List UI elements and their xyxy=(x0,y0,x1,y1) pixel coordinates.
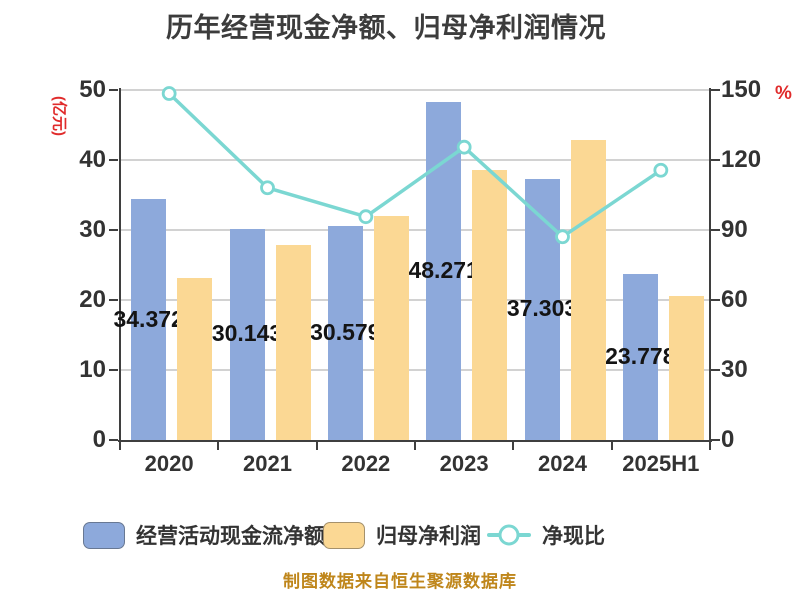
right-tick-mark xyxy=(711,299,720,301)
right-tick-label: 30 xyxy=(721,356,748,383)
right-axis-unit-label: % xyxy=(775,83,792,104)
x-tick-mark xyxy=(414,441,416,450)
right-tick-mark xyxy=(711,439,720,441)
legend: 经营活动现金流净额 归母净利润 净现比 xyxy=(0,519,800,551)
right-tick-mark xyxy=(711,369,720,371)
chart-title: 历年经营现金净额、归母净利润情况 xyxy=(166,13,606,43)
left-tick-mark xyxy=(109,369,118,371)
bar-net-profit xyxy=(668,295,704,440)
x-tick-mark xyxy=(709,441,711,450)
right-tick-label: 90 xyxy=(721,216,748,243)
left-tick-label: 30 xyxy=(79,216,106,243)
left-tick-mark xyxy=(109,229,118,231)
left-tick-mark xyxy=(109,439,118,441)
bar-net-profit xyxy=(275,244,311,440)
left-tick-label: 20 xyxy=(79,286,106,313)
right-tick-label: 0 xyxy=(721,426,735,453)
bar-net-profit xyxy=(373,216,409,440)
right-tick-label: 120 xyxy=(721,146,762,173)
left-tick-mark xyxy=(109,299,118,301)
bar-value-label: 48.271 xyxy=(408,257,479,284)
right-tick-label: 60 xyxy=(721,286,748,313)
legend-label-net-profit: 归母净利润 xyxy=(376,525,481,548)
legend-label-netcash-ratio: 净现比 xyxy=(542,525,605,548)
x-category-label: 2021 xyxy=(243,451,292,476)
bar-value-label: 30.579 xyxy=(310,318,381,345)
legend-swatch-blue-icon xyxy=(83,521,125,549)
y-axis-right xyxy=(708,88,711,442)
right-tick-mark xyxy=(711,89,720,91)
bar-value-label: 23.778 xyxy=(605,342,676,369)
bar-operating-cashflow xyxy=(622,273,658,440)
right-tick-mark xyxy=(711,229,720,231)
x-tick-mark xyxy=(610,441,613,450)
gridline xyxy=(119,159,710,161)
x-tick-mark xyxy=(217,441,220,450)
legend-item-net-profit: 归母净利润 xyxy=(323,519,481,551)
legend-label-operating-cashflow: 经营活动现金流净额 xyxy=(136,525,325,548)
x-tick-mark xyxy=(512,441,515,450)
legend-swatch-orange-icon xyxy=(323,521,365,549)
gridline xyxy=(119,299,710,301)
left-tick-label: 0 xyxy=(92,426,106,453)
legend-item-netcash-ratio: 净现比 xyxy=(487,519,605,551)
left-tick-label: 50 xyxy=(79,76,106,103)
left-tick-label: 40 xyxy=(79,146,106,173)
gridline xyxy=(119,229,710,231)
left-tick-mark xyxy=(109,89,118,91)
bar-operating-cashflow xyxy=(131,199,167,440)
y-axis-left xyxy=(118,88,121,442)
legend-line-marker-icon xyxy=(487,523,531,547)
bar-net-profit xyxy=(570,139,606,440)
x-category-label: 2023 xyxy=(439,451,489,476)
x-tick-mark xyxy=(315,441,318,450)
gridline xyxy=(119,89,710,91)
gridline xyxy=(119,369,710,371)
bar-net-profit xyxy=(472,169,508,440)
x-category-label: 2024 xyxy=(538,451,587,476)
bar-value-label: 34.372 xyxy=(113,305,184,332)
left-tick-mark xyxy=(109,159,118,161)
right-tick-label: 150 xyxy=(721,76,762,103)
bar-value-label: 37.303 xyxy=(506,295,578,322)
x-category-label: 2025H1 xyxy=(622,451,700,476)
right-tick-mark xyxy=(711,159,720,161)
bar-value-label: 30.143 xyxy=(211,320,283,347)
bar-operating-cashflow xyxy=(229,228,265,440)
bar-operating-cashflow xyxy=(327,225,363,440)
x-category-label: 2020 xyxy=(144,451,194,476)
data-source-note: 制图数据来自恒生聚源数据库 xyxy=(283,572,517,591)
bar-net-profit xyxy=(177,277,213,440)
legend-item-operating-cashflow: 经营活动现金流净额 xyxy=(83,519,325,551)
left-tick-label: 10 xyxy=(79,356,106,383)
x-category-label: 2022 xyxy=(341,451,391,476)
x-tick-mark xyxy=(119,441,121,450)
